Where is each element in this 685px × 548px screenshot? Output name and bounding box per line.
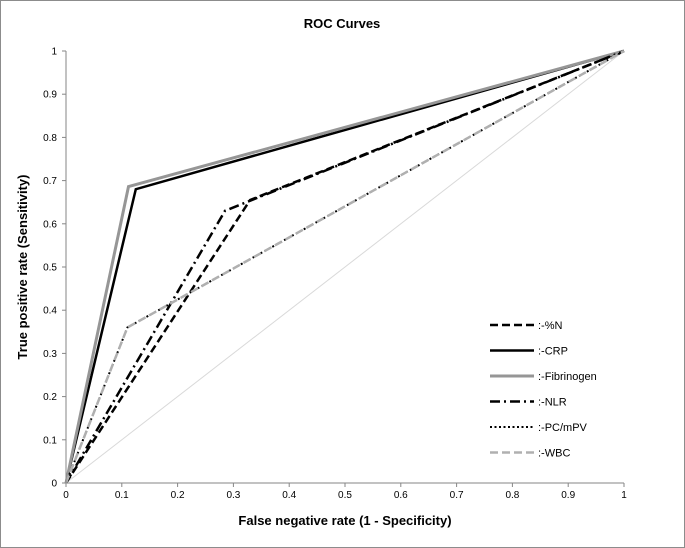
series-line-3	[64, 49, 625, 484]
y-tick-label: 0.3	[43, 349, 57, 360]
x-tick-label: 1	[621, 490, 627, 501]
y-tick-label: 0.8	[43, 133, 57, 144]
y-axis-label: True positive rate (Sensitivity)	[15, 175, 30, 360]
chart-title: ROC Curves	[304, 16, 381, 31]
legend-label-4: :-NLR	[538, 397, 567, 409]
y-tick-label: 0.1	[43, 435, 57, 446]
legend-label-5: :-PC/mPV	[538, 422, 588, 434]
x-tick-label: 0.2	[171, 490, 185, 501]
y-tick-label: 0.2	[43, 392, 57, 403]
y-tick-label: 1	[51, 47, 57, 58]
x-tick-label: 0.9	[561, 490, 575, 501]
legend-label-6: :-WBC	[538, 448, 570, 460]
reference-diagonal-line	[65, 50, 625, 484]
y-tick-label: 0.6	[43, 219, 57, 230]
x-tick-label: 0	[63, 490, 69, 501]
y-tick-label: 0.7	[43, 176, 57, 187]
x-tick-label: 0.8	[505, 490, 519, 501]
legend: :-%N :-CRP :-Fibrinogen :-NLR :-PC/mPV :-WBC	[490, 320, 597, 460]
x-tick-label: 0.1	[115, 490, 129, 501]
series-group	[64, 49, 625, 484]
series-line-4	[64, 49, 625, 484]
legend-label-1: :-%N	[538, 320, 563, 332]
x-axis-label: False negative rate (1 - Specificity)	[238, 513, 451, 528]
x-tick-label: 0.3	[226, 490, 240, 501]
y-tick-label: 0	[51, 479, 57, 490]
legend-label-2: :-CRP	[538, 346, 568, 358]
y-tick-label: 0.9	[43, 90, 57, 101]
legend-label-3: :-Fibrinogen	[538, 371, 597, 383]
series-line-6	[64, 49, 625, 484]
y-tick-labels: 0 0.1 0.2 0.3 0.4 0.5 0.6 0.7 0.8 0.9 1	[43, 47, 66, 490]
y-tick-label: 0.5	[43, 263, 57, 274]
plot-area: 0 0.1 0.2 0.3 0.4 0.5 0.6 0.7 0.8 0.9 1 0 0.1 0.2 0.3…	[43, 47, 627, 502]
x-tick-label: 0.7	[450, 490, 464, 501]
x-tick-label: 0.6	[394, 490, 408, 501]
x-tick-label: 0.5	[338, 490, 352, 501]
x-tick-label: 0.4	[282, 490, 296, 501]
x-tick-labels: 0 0.1 0.2 0.3 0.4 0.5 0.6 0.7 0.8 0.9 1	[63, 483, 627, 501]
y-tick-label: 0.4	[43, 306, 57, 317]
